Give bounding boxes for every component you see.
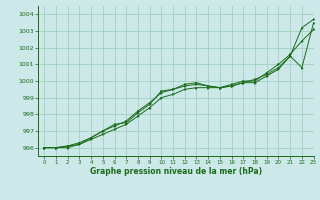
X-axis label: Graphe pression niveau de la mer (hPa): Graphe pression niveau de la mer (hPa): [90, 167, 262, 176]
